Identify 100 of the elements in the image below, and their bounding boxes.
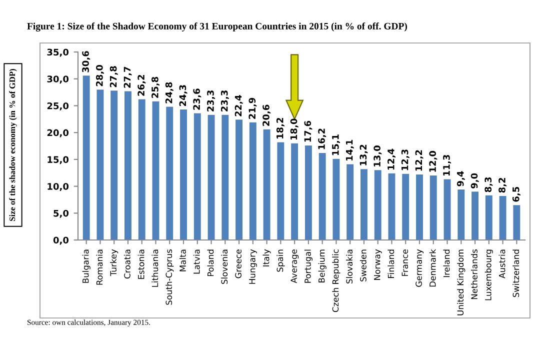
x-tick-label: Denmark xyxy=(429,249,436,287)
bar xyxy=(499,196,506,240)
y-tick-label: 10,0 xyxy=(48,183,69,191)
data-label: 12,3 xyxy=(401,150,410,170)
y-tick-label: 0,0 xyxy=(53,236,69,245)
bar xyxy=(444,179,451,240)
data-label: 6,5 xyxy=(512,186,520,202)
x-tick-label: Slovakia xyxy=(346,250,353,284)
x-tick-label: Belgium xyxy=(318,250,326,282)
data-label: 23,6 xyxy=(193,88,202,110)
bar xyxy=(222,114,229,240)
x-tick-label: Switzerland xyxy=(512,250,520,298)
x-tick-label: Lithuania xyxy=(152,250,158,287)
bar xyxy=(96,90,104,240)
bar xyxy=(388,173,396,240)
data-label: 8,3 xyxy=(484,177,493,192)
bar xyxy=(485,195,492,240)
x-tick-label: Finland xyxy=(388,250,394,278)
x-tick-label: France xyxy=(402,249,408,276)
x-tick-label: Malta xyxy=(179,250,186,272)
y-tick-label: 5,0 xyxy=(54,210,69,218)
x-tick-label: United Kingdom xyxy=(457,250,466,316)
bar xyxy=(472,192,478,240)
data-label: 23,3 xyxy=(207,90,216,112)
x-tick-label: Netherlands xyxy=(470,249,478,300)
x-tick-label: Average xyxy=(290,249,299,284)
x-tick-label: Slovenia xyxy=(221,250,228,284)
bar xyxy=(402,174,410,240)
data-label: 13,0 xyxy=(374,146,382,166)
data-label: 9,0 xyxy=(470,173,479,188)
data-label: 21,9 xyxy=(248,98,257,119)
x-tick-label: Luxembourg xyxy=(484,250,493,300)
data-label: 13,2 xyxy=(360,144,368,166)
bar xyxy=(138,99,146,240)
data-label: 12,4 xyxy=(388,148,396,170)
data-label: 16,2 xyxy=(318,128,326,150)
data-label: 14,1 xyxy=(346,140,354,160)
y-tick-label: 35,0 xyxy=(47,48,69,57)
bar xyxy=(236,120,242,240)
x-tick-label: Croatia xyxy=(124,250,130,279)
x-tick-label: South-Cyprus xyxy=(166,249,174,305)
data-label: 8,2 xyxy=(498,178,507,193)
data-label: 24,8 xyxy=(165,82,174,104)
data-label: 18,0 xyxy=(290,118,298,140)
x-tick-label: Hungary xyxy=(249,249,257,284)
x-tick-label: Bulgaria xyxy=(82,250,90,283)
x-tick-label: Germany xyxy=(416,249,424,287)
bar xyxy=(166,106,174,240)
x-tick-label: Spain xyxy=(276,250,285,272)
bar xyxy=(346,164,354,240)
bar xyxy=(277,142,284,240)
bar xyxy=(110,90,118,240)
bar xyxy=(152,101,160,240)
y-tick-label: 20,0 xyxy=(47,129,69,138)
data-label: 20,6 xyxy=(262,104,271,126)
x-tick-label: Italy xyxy=(262,249,271,266)
bar xyxy=(416,174,423,240)
data-label: 18,2 xyxy=(276,118,284,138)
data-label: 9,4 xyxy=(456,171,465,186)
bar xyxy=(249,122,256,240)
data-label: 27,7 xyxy=(124,66,132,88)
bar xyxy=(208,114,215,240)
bar xyxy=(180,109,187,240)
data-label: 27,8 xyxy=(110,66,118,88)
data-label: 22,4 xyxy=(234,95,243,116)
chart-title: Figure 1: Size of the Shadow Economy of 31 European Countries in 2015 (in % of off. GDP) xyxy=(27,22,408,32)
data-label: 15,1 xyxy=(332,134,340,156)
bar xyxy=(194,113,201,240)
data-label: 25,8 xyxy=(152,76,160,98)
x-tick-label: Czech Republic xyxy=(332,250,340,312)
x-tick-label: Estonia xyxy=(138,250,144,279)
data-label: 28,0 xyxy=(96,64,104,86)
data-label: 26,2 xyxy=(138,75,146,96)
bar xyxy=(458,190,465,240)
bar xyxy=(318,152,326,240)
data-label: 24,3 xyxy=(179,85,188,106)
x-tick-label: Norway xyxy=(374,249,382,280)
data-label: 11,3 xyxy=(443,154,452,176)
y-tick-label: 30,0 xyxy=(47,76,69,84)
y-axis-title: Size of the shadow economy (in % of GDP) xyxy=(9,68,17,221)
x-tick-label: Poland xyxy=(207,250,214,276)
x-tick-label: Austria xyxy=(498,250,506,278)
x-tick-label: Turkey xyxy=(110,249,118,276)
bar xyxy=(263,129,270,240)
bar xyxy=(513,205,520,240)
data-label: 12,2 xyxy=(415,150,424,171)
x-tick-label: Romania xyxy=(96,250,103,285)
x-tick-label: Latvia xyxy=(193,250,200,274)
data-label: 23,3 xyxy=(220,90,229,112)
x-tick-label: Greece xyxy=(235,249,242,278)
bar xyxy=(332,158,340,240)
bar xyxy=(304,145,312,240)
bar xyxy=(374,170,382,240)
bar xyxy=(124,91,132,240)
bar xyxy=(291,143,298,240)
bar xyxy=(82,76,90,240)
data-label: 12,0 xyxy=(429,150,438,172)
x-tick-label: Ireland xyxy=(443,250,450,278)
data-label: 17,6 xyxy=(304,120,312,142)
x-tick-label: Sweden xyxy=(360,250,366,282)
